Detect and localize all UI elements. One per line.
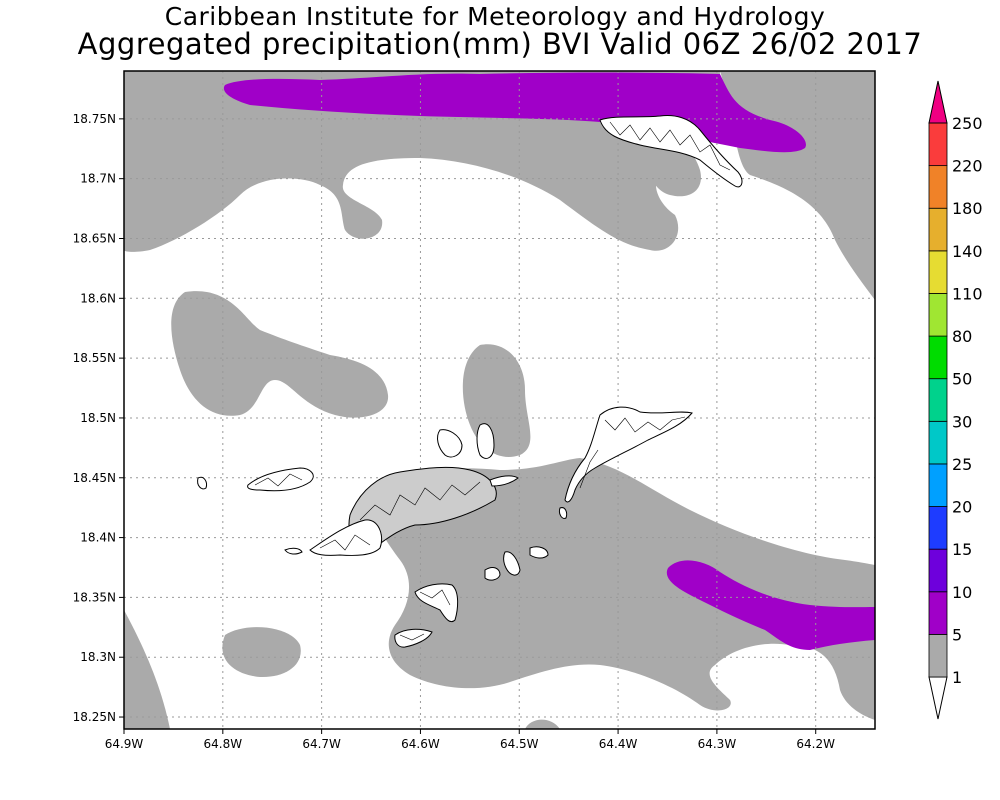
island-fallen-jerusalem [559,507,568,519]
legend-arrow-high [928,80,948,124]
lon-label: 64.4W [599,737,638,751]
legend-bin [928,250,948,294]
island-ginger [484,567,501,581]
island-little-thatch [284,547,303,555]
precip-grey-west [171,291,389,418]
lat-label: 18.45N [73,471,116,485]
island-norman-island [394,628,433,648]
lat-label: 18.7N [80,172,116,186]
legend-bin [928,591,948,635]
legend-label: 10 [952,583,972,602]
lat-label: 18.65N [73,231,116,245]
lon-label: 64.9W [105,737,144,751]
longitude-labels: 64.9W 64.8W 64.7W 64.6W 64.5W 64.4W 64.3W 64.2W [105,729,835,751]
legend-bin [928,335,948,380]
legend-label: 250 [952,114,983,133]
lat-label: 18.55N [73,351,116,365]
lon-label: 64.3W [698,737,737,751]
legend-bin [928,378,948,422]
map-grid [124,71,875,729]
legend-bin [928,165,948,209]
legend-bin [928,633,948,678]
legend-bin [928,548,948,593]
legend-label: 110 [952,284,983,303]
legend-bin [928,420,948,465]
lat-label: 18.35N [73,590,116,604]
island-cooper [503,551,521,576]
legend-label: 180 [952,199,983,218]
legend-label: 30 [952,412,972,431]
lat-label: 18.6N [80,291,116,305]
lat-label: 18.3N [80,650,116,664]
island-beef-east [489,475,519,487]
lat-label: 18.5N [80,411,116,425]
precip-grey-south-edge [525,719,560,729]
legend-label: 15 [952,540,972,559]
island-texture [254,121,731,641]
island-tortola-west [309,519,383,556]
legend-bin [928,207,948,252]
lon-label: 64.2W [796,737,835,751]
precip-grey-south [369,458,875,720]
map-frame [123,70,876,730]
lat-label: 18.75N [73,112,116,126]
precip-field [124,71,875,729]
precip-grey-southwest-blob [222,627,301,678]
legend-label: 80 [952,327,972,346]
legend-label: 5 [952,625,962,644]
lat-label: 18.4N [80,531,116,545]
lon-label: 64.7W [302,737,341,751]
lon-label: 64.5W [500,737,539,751]
legend-label: 1 [952,668,962,687]
precip-grey-central-lobe [462,344,531,457]
legend-bin [928,506,948,550]
island-great-camanoe [476,423,495,459]
island-salt [529,546,549,559]
legend-bin [928,122,948,167]
legend-arrow-low [928,676,948,720]
lon-label: 64.6W [401,737,440,751]
legend-bin [928,463,948,507]
island-west-cay [197,476,207,490]
legend-label: 25 [952,455,972,474]
precip-grey-southwest-corner [124,610,170,729]
island-virgin-gorda [564,406,693,503]
legend-bin [928,293,948,337]
precip-grey-northeast [720,71,875,300]
title-product: Aggregated precipitation(mm) BVI Valid 0… [77,27,923,61]
island-guana [437,429,463,458]
island-peter-island [414,583,459,623]
precip-purple-southeast [666,560,875,650]
lat-label: 18.25N [73,710,116,724]
lon-label: 64.8W [204,737,243,751]
island-jost-van-dyke [247,467,314,492]
legend-label: 220 [952,157,983,176]
legend-label: 50 [952,370,972,389]
legend-label: 20 [952,498,972,517]
legend-label: 140 [952,242,983,261]
legend-colorbar [928,80,948,720]
title-institute: Caribbean Institute for Meteorology and … [164,2,826,31]
latitude-labels: 18.75N 18.7N 18.65N 18.6N 18.55N 18.5N 18.45N 1… [73,112,124,724]
